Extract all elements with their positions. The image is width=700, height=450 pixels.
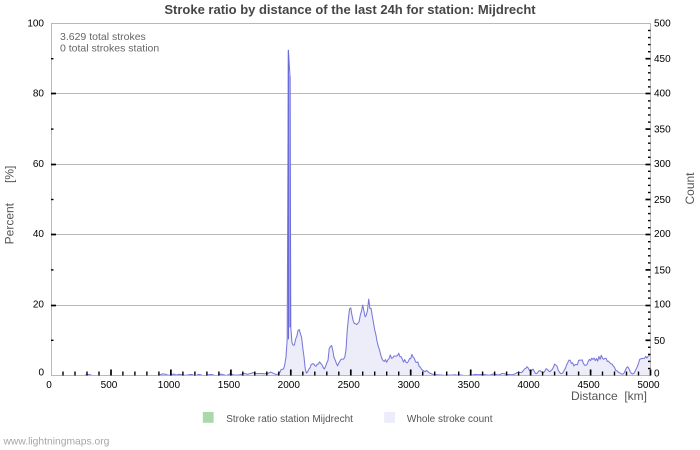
svg-text:300: 300	[654, 159, 671, 170]
svg-text:3.629 total strokes: 3.629 total strokes	[60, 31, 146, 43]
svg-text:0: 0	[38, 368, 44, 379]
svg-text:www.lightningmaps.org: www.lightningmaps.org	[3, 437, 110, 448]
svg-text:Distance [km]: Distance [km]	[571, 389, 647, 403]
svg-text:0: 0	[46, 380, 52, 391]
svg-text:80: 80	[33, 88, 45, 99]
svg-text:200: 200	[654, 229, 671, 240]
svg-text:450: 450	[654, 54, 671, 65]
svg-text:4000: 4000	[517, 380, 540, 391]
svg-text:3000: 3000	[398, 380, 421, 391]
svg-text:1000: 1000	[158, 380, 181, 391]
svg-text:Percent [%]: Percent [%]	[3, 166, 17, 245]
svg-text:60: 60	[33, 159, 45, 170]
svg-text:350: 350	[654, 125, 671, 136]
svg-text:Stroke ratio station Mijdrecht: Stroke ratio station Mijdrecht	[226, 414, 353, 425]
svg-text:Count: Count	[683, 172, 697, 205]
svg-text:Whole stroke count: Whole stroke count	[407, 414, 493, 425]
svg-text:5000: 5000	[637, 380, 660, 391]
svg-text:500: 500	[101, 380, 118, 391]
svg-text:50: 50	[654, 336, 666, 347]
svg-text:0: 0	[654, 368, 660, 379]
svg-text:1500: 1500	[218, 380, 241, 391]
svg-text:100: 100	[27, 18, 44, 29]
svg-text:4500: 4500	[577, 380, 600, 391]
svg-text:2000: 2000	[278, 380, 301, 391]
svg-text:3500: 3500	[458, 380, 481, 391]
svg-text:500: 500	[654, 18, 671, 29]
svg-text:40: 40	[33, 229, 45, 240]
svg-text:0 total strokes station: 0 total strokes station	[60, 43, 159, 55]
svg-text:150: 150	[654, 265, 671, 276]
svg-text:2500: 2500	[338, 380, 361, 391]
svg-text:100: 100	[654, 300, 671, 311]
svg-text:400: 400	[654, 88, 671, 99]
svg-text:20: 20	[33, 300, 45, 311]
svg-text:Stroke ratio by distance of th: Stroke ratio by distance of the last 24h…	[164, 2, 536, 17]
svg-text:250: 250	[654, 195, 671, 206]
